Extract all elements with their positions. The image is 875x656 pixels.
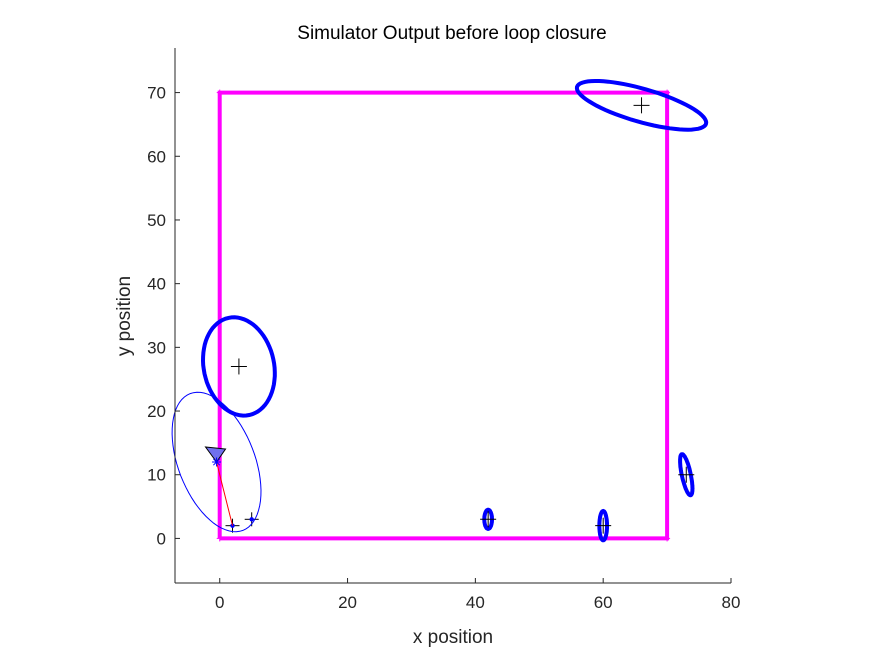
- landmark: [480, 507, 497, 531]
- landmark: [678, 452, 695, 498]
- y-tick-label: 10: [147, 466, 166, 485]
- path-vertex-marker: [216, 89, 223, 96]
- robot-layer: [171, 391, 262, 533]
- landmark-estimate-marker: [480, 511, 497, 528]
- landmark-uncertainty-ellipse: [574, 79, 709, 132]
- landmark-estimate-marker: [595, 517, 612, 534]
- robot-star-stroke: [213, 458, 221, 466]
- y-tick-label: 40: [147, 275, 166, 294]
- x-axis-label: x position: [413, 627, 493, 648]
- plot-area: [171, 79, 709, 543]
- landmark: [574, 79, 709, 132]
- landmark-uncertainty-ellipse: [200, 315, 277, 418]
- robot-uncertainty-ellipse: [171, 391, 262, 533]
- y-axis-label: y position: [114, 276, 135, 356]
- x-ticks: 0 20 40 60 80: [215, 578, 740, 612]
- y-ticks: 0 10 20 30 40 50 60 70: [147, 84, 180, 548]
- y-tick-label: 0: [157, 529, 166, 548]
- x-tick-label: 20: [338, 593, 357, 612]
- x-tick-label: 0: [215, 593, 224, 612]
- observation-line: [216, 461, 234, 526]
- landmark-dot: [249, 517, 254, 522]
- robot-position-marker: [212, 457, 222, 467]
- x-tick-label: 60: [594, 593, 613, 612]
- y-tick-label: 20: [147, 402, 166, 421]
- ground-truth-path: [217, 90, 670, 541]
- path-vertex-marker: [664, 535, 671, 542]
- landmark-estimate-marker: [230, 358, 247, 375]
- chart-title: Simulator Output before loop closure: [297, 23, 606, 44]
- landmark-estimate-marker: [678, 466, 695, 483]
- landmark: [595, 508, 612, 543]
- y-tick-label: 60: [147, 147, 166, 166]
- ground-truth-path-layer: [216, 89, 671, 542]
- landmark-uncertainty-ellipse: [678, 452, 695, 498]
- y-tick-label: 30: [147, 338, 166, 357]
- robot-pose-triangle: [204, 446, 227, 463]
- x-tick-label: 40: [466, 593, 485, 612]
- landmark-layer: [200, 79, 709, 543]
- y-tick-label: 50: [147, 211, 166, 230]
- landmark: [200, 315, 277, 418]
- landmark-estimate-marker: [633, 97, 650, 114]
- y-tick-label: 70: [147, 84, 166, 103]
- axes: 0 20 40 60 80 0 10 20 30 40 50 60 70: [147, 48, 740, 612]
- x-tick-label: 80: [722, 593, 741, 612]
- path-vertex-marker: [216, 535, 223, 542]
